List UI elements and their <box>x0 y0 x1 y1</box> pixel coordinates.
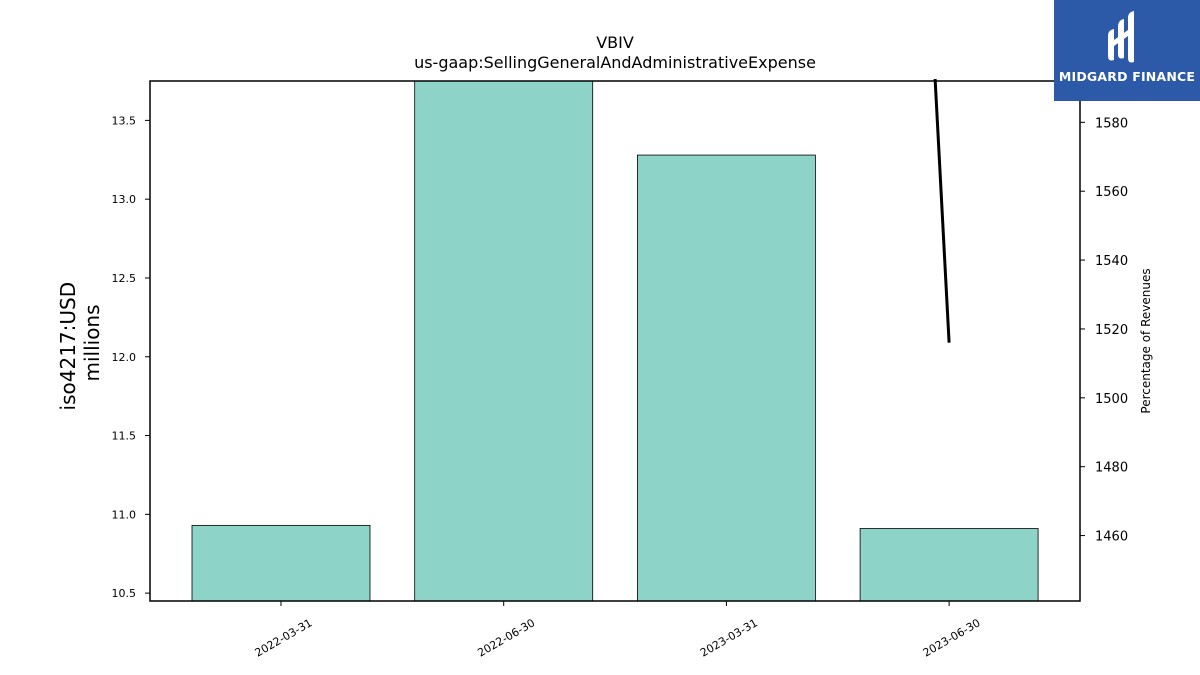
left-tick-label: 12.0 <box>112 351 137 364</box>
right-tick-label: 1540 <box>1095 254 1128 269</box>
chart-title: VBIV <box>596 33 634 52</box>
left-tick-label: 11.5 <box>112 430 137 443</box>
plot-frame <box>149 80 1081 602</box>
x-tick-label: 2022-06-30 <box>475 616 537 659</box>
left-tick-label: 13.0 <box>112 193 137 206</box>
x-axis-ticks: 2022-03-31 2022-06-30 2023-03-31 2023-06-30 <box>253 601 983 660</box>
right-tick-label: 1580 <box>1095 116 1128 131</box>
chart-subtitle: us-gaap:SellingGeneralAndAdministrativeE… <box>414 53 816 72</box>
y-axis-label-left: iso4217:USD millions <box>56 276 104 411</box>
logo-mark-icon <box>1108 11 1134 63</box>
right-axis-ticks: 1460 1480 1500 1520 1540 1560 1580 <box>1080 116 1128 545</box>
left-tick-label: 13.5 <box>112 114 137 127</box>
bars <box>191 80 1039 602</box>
line-series <box>933 78 951 343</box>
x-tick-label: 2023-06-30 <box>921 616 983 659</box>
x-tick-label: 2022-03-31 <box>253 616 315 659</box>
line-segment <box>933 78 951 343</box>
x-tick-label: 2023-03-31 <box>698 616 760 659</box>
right-tick-label: 1480 <box>1095 461 1128 476</box>
left-tick-label: 12.5 <box>112 272 137 285</box>
midgard-finance-logo: MIDGARD FINANCE <box>1054 0 1200 101</box>
right-tick-label: 1560 <box>1095 185 1128 200</box>
bar <box>859 528 1039 602</box>
left-axis-ticks: 10.5 11.0 11.5 12.0 12.5 13.0 13.5 <box>112 114 150 600</box>
logo-name: MIDGARD FINANCE <box>1058 69 1196 84</box>
right-tick-label: 1460 <box>1095 530 1128 545</box>
bar <box>637 154 816 602</box>
left-tick-label: 10.5 <box>112 587 137 600</box>
bar <box>191 524 371 602</box>
bar <box>414 80 594 602</box>
left-tick-label: 11.0 <box>112 508 137 521</box>
y-axis-label-right: Percentage of Revenues <box>1139 268 1153 413</box>
right-tick-label: 1520 <box>1095 323 1128 338</box>
right-tick-label: 1500 <box>1095 392 1128 407</box>
